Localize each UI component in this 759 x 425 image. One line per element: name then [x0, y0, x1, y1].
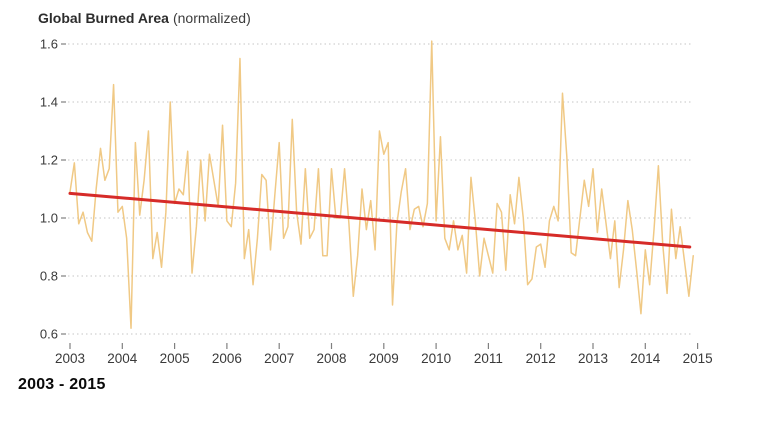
x-axis-label: 2012 — [526, 351, 556, 366]
x-axis-label: 2003 — [55, 351, 85, 366]
x-axis-label: 2013 — [578, 351, 608, 366]
x-axis-label: 2010 — [421, 351, 451, 366]
chart-title: Global Burned Area (normalized) — [38, 10, 251, 26]
x-axis-label: 2007 — [264, 351, 294, 366]
x-axis-label: 2011 — [474, 351, 503, 366]
x-axis-label: 2009 — [369, 351, 399, 366]
trend-line — [68, 191, 692, 249]
y-axis-label: 1.2 — [40, 153, 58, 168]
monthly-series-line — [69, 40, 694, 329]
y-axis-label: 1.4 — [40, 95, 58, 110]
x-axis-label: 2014 — [630, 351, 661, 366]
y-axis-label: 0.6 — [40, 327, 58, 342]
x-axis-label: 2015 — [683, 351, 713, 366]
y-axis-label: 1.0 — [40, 211, 58, 226]
x-axis-label: 2008 — [316, 351, 346, 366]
chart-title-main: Global Burned Area — [38, 10, 169, 26]
x-axis-label: 2004 — [107, 351, 138, 366]
x-axis-label: 2005 — [160, 351, 190, 366]
date-range-label: 2003 - 2015 — [18, 376, 106, 393]
y-axis-label: 1.6 — [40, 37, 58, 52]
chart-title-suffix: (normalized) — [172, 10, 251, 26]
y-axis-label: 0.8 — [40, 269, 58, 284]
x-axis-label: 2006 — [212, 351, 242, 366]
